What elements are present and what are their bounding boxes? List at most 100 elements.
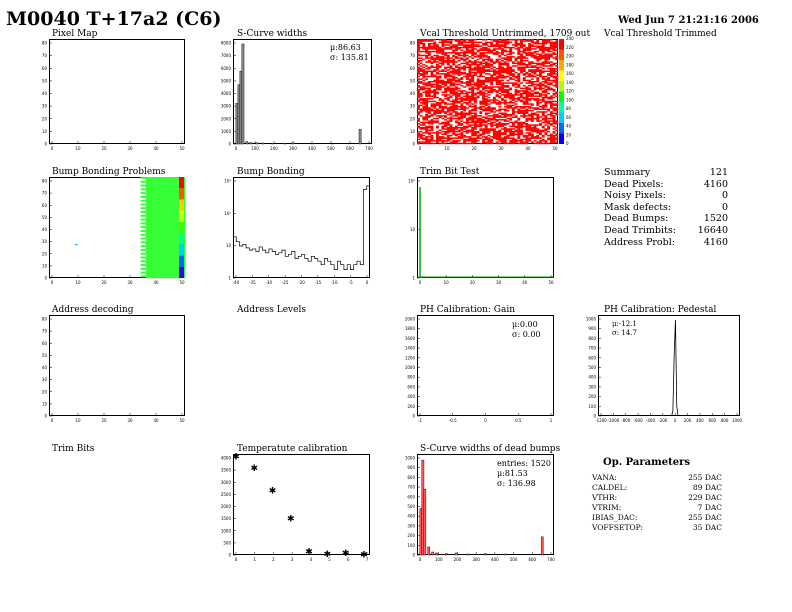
heatmap-cell — [460, 92, 464, 95]
heatmap-cell — [479, 102, 483, 104]
heatmap-cell — [433, 120, 437, 122]
heatmap-cell — [552, 41, 556, 44]
heatmap-cell — [166, 271, 170, 274]
heatmap-cell — [177, 197, 180, 199]
heatmap-cell — [479, 74, 483, 76]
heatmap-cell — [457, 116, 461, 118]
heatmap-cell — [174, 232, 178, 235]
heatmap-cell — [430, 123, 434, 125]
heatmap-cell — [522, 84, 526, 87]
heatmap-cell — [444, 66, 448, 69]
heatmap-cell — [171, 224, 175, 227]
heatmap-cell — [425, 140, 429, 142]
heatmap-cell — [166, 208, 170, 211]
heatmap-cell — [484, 78, 488, 80]
panel-title-scurve-widths: S-Curve widths — [237, 29, 308, 39]
heatmap-cell — [435, 92, 439, 95]
heatmap-cell — [528, 69, 532, 71]
heatmap-cell — [492, 66, 496, 69]
heatmap-cell — [471, 49, 475, 52]
heatmap-cell — [177, 248, 180, 251]
heatmap-cell — [517, 56, 521, 58]
heatmap-cell — [177, 236, 180, 238]
heatmap-cell — [164, 270, 167, 272]
heatmap-cell — [463, 107, 467, 109]
heatmap-cell — [171, 216, 175, 218]
heatmap-cell — [501, 91, 504, 94]
heatmap-cell — [153, 184, 157, 187]
x-tick-label: 0 — [51, 280, 54, 285]
heatmap-cell — [417, 46, 420, 49]
heatmap-cell — [465, 54, 469, 57]
heatmap-cell — [444, 75, 448, 78]
heatmap-cell — [419, 95, 423, 97]
heatmap-cell — [471, 129, 475, 132]
heatmap-cell — [528, 75, 532, 78]
heatmap-cell — [153, 226, 157, 228]
heatmap-cell — [145, 266, 149, 269]
panel-title-vcal-untrimmed: Vcal Threshold Untrimmed, 1709 out of 41 — [420, 29, 590, 39]
heatmap-cell — [169, 185, 173, 188]
heatmap-cell — [501, 137, 504, 139]
heatmap-cell — [495, 41, 499, 44]
heatmap-cell — [549, 112, 553, 115]
y-tick-label: 1 — [412, 276, 415, 281]
heatmap-cell — [430, 83, 434, 86]
heatmap-cell — [433, 132, 437, 134]
heatmap-cell — [174, 227, 178, 229]
heatmap-cell — [158, 223, 162, 226]
heatmap-cell — [433, 109, 437, 112]
heatmap-cell — [449, 117, 453, 120]
heatmap-cell — [169, 260, 173, 262]
heatmap-cell — [471, 88, 475, 91]
heatmap-cell — [484, 79, 488, 82]
heatmap-cell — [156, 269, 160, 271]
heatmap-cell — [164, 272, 167, 275]
x-tick-label: -200 — [658, 418, 668, 423]
heatmap-cell — [544, 121, 548, 124]
heatmap-cell — [511, 113, 515, 116]
heatmap-cell — [468, 40, 472, 42]
heatmap-cell — [552, 123, 556, 125]
heatmap-cell — [495, 58, 499, 61]
heatmap-cell — [539, 102, 542, 104]
heatmap-cell — [552, 57, 556, 59]
heatmap-cell — [476, 44, 480, 46]
heatmap-cell — [552, 120, 556, 122]
heatmap-cell — [487, 99, 491, 101]
heatmap-cell — [156, 267, 160, 270]
heatmap-cell — [161, 228, 165, 231]
heatmap-cell — [511, 123, 515, 125]
heatmap-cell — [536, 134, 540, 137]
heatmap-cell — [552, 53, 556, 55]
heatmap-cell — [511, 133, 515, 136]
heatmap-cell — [490, 107, 494, 109]
x-tick-label: 6 — [347, 557, 350, 562]
heatmap-cell — [490, 88, 494, 91]
heatmap-cell — [145, 198, 149, 200]
heatmap-cell — [509, 71, 513, 74]
heatmap-cell — [473, 44, 477, 46]
heatmap-cell — [148, 224, 152, 227]
heatmap-cell — [544, 84, 548, 87]
heatmap-cell — [438, 109, 442, 112]
heatmap-cell — [471, 124, 475, 126]
heatmap-cell — [444, 88, 448, 91]
heatmap-cell — [555, 109, 559, 112]
heatmap-cell — [509, 78, 513, 80]
scatter-point: ✱ — [324, 550, 332, 560]
histogram-bar — [484, 553, 487, 556]
heatmap-cell — [484, 49, 488, 52]
heatmap-cell — [484, 61, 488, 63]
heatmap-cell — [490, 141, 494, 143]
heatmap-cell — [479, 105, 483, 108]
heatmap-cell — [435, 126, 439, 129]
heatmap-cell — [151, 183, 154, 185]
heatmap-cell — [460, 120, 464, 122]
heatmap-cell — [425, 82, 429, 84]
heatmap-cell — [495, 134, 499, 137]
heatmap-cell — [452, 49, 456, 52]
heatmap-cell — [492, 132, 496, 134]
heatmap-cell — [482, 100, 485, 103]
heatmap-cell — [471, 45, 475, 48]
